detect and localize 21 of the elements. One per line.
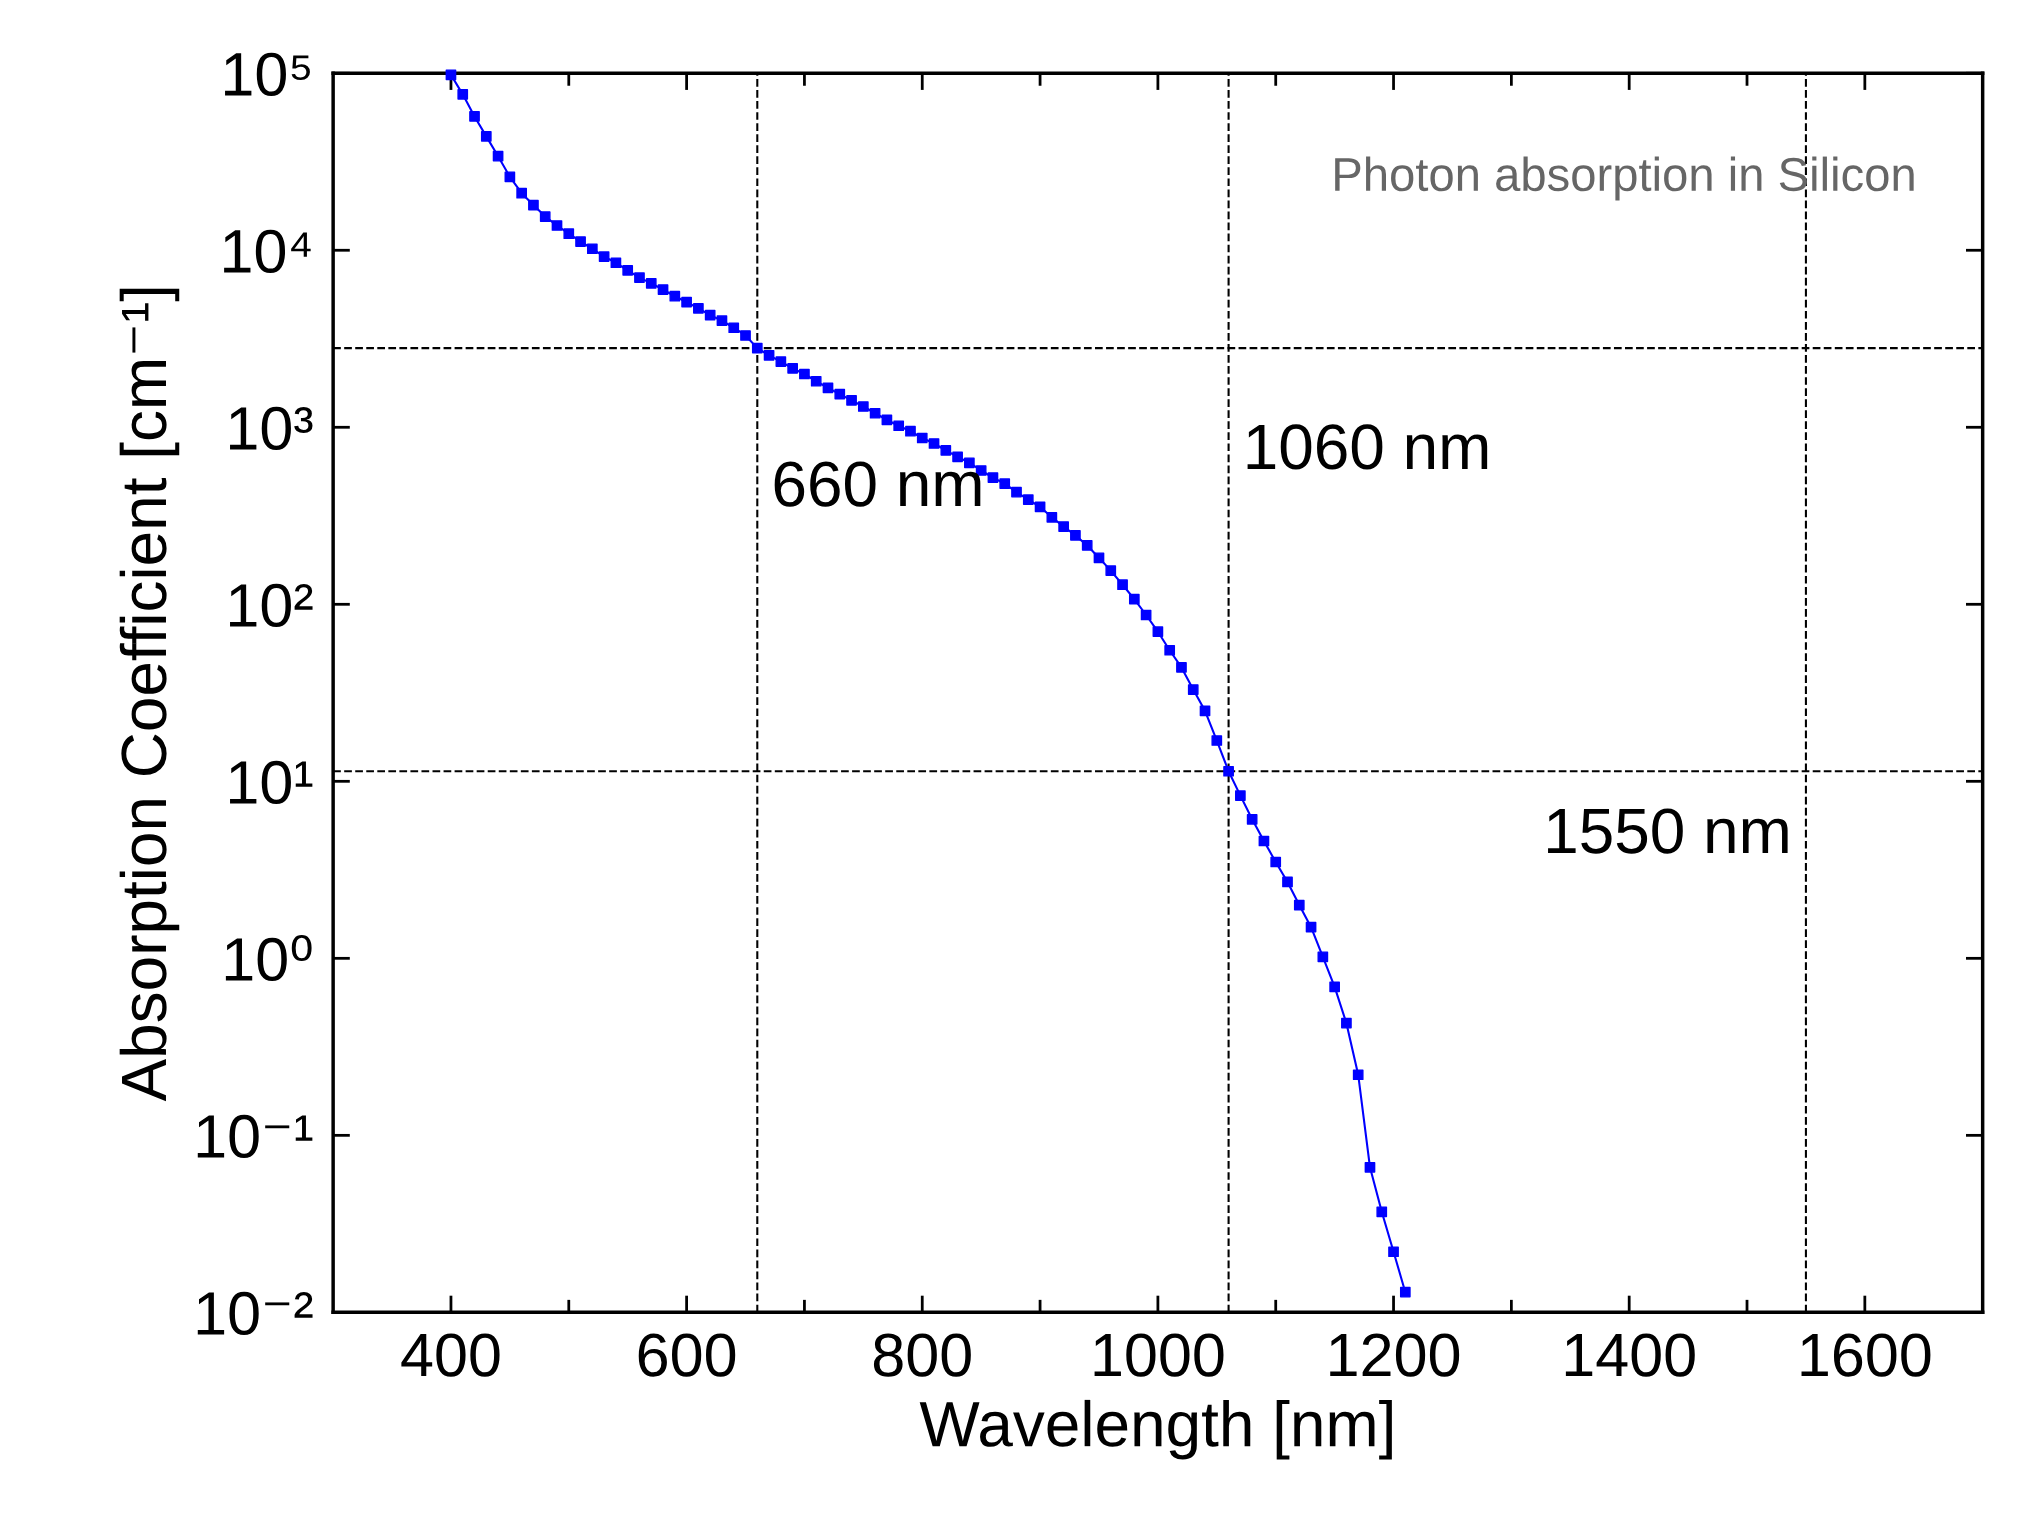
x-tick-label: 1000	[1094, 1333, 1224, 1377]
x-tick-label: 400	[401, 1333, 500, 1377]
ref-line-label: 660 nm	[774, 461, 981, 507]
x-tick-label: 800	[873, 1333, 971, 1377]
y-tick-label: 10⁰	[225, 935, 312, 982]
y-axis-title: Absorption Coefficient [cm⁻¹]	[119, 288, 180, 1102]
y-tick-label: 10⁻²	[197, 1291, 313, 1336]
x-axis-title: Wavelength [nm]	[919, 1399, 1392, 1460]
y-tick-label: 10¹	[230, 760, 313, 805]
y-tick-label: 10⁴	[224, 229, 311, 274]
x-tick-label: 1600	[1801, 1333, 1931, 1377]
x-tick-label: 600	[638, 1333, 736, 1377]
y-tick-label: 10⁵	[225, 52, 310, 96]
ref-line-label: 1060 nm	[1247, 424, 1488, 470]
y-tick-label: 10⁻¹	[197, 1114, 313, 1159]
x-tick-label: 1200	[1330, 1333, 1460, 1377]
x-tick-label: 1400	[1565, 1333, 1695, 1377]
y-tick-label: 10³	[230, 406, 313, 451]
ref-line-label: 1550 nm	[1548, 808, 1788, 854]
annotation: Photon absorption in Silicon	[1335, 156, 1914, 201]
y-tick-label: 10²	[230, 583, 313, 628]
